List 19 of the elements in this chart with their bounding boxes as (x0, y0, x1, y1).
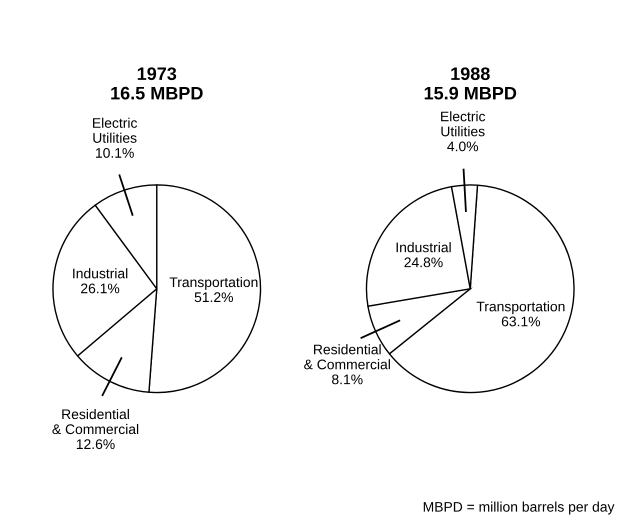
chart-title: 1988 15.9 MBPD (424, 67, 516, 100)
data-label: 8.1% (332, 374, 363, 384)
slice-label: Transportation (476, 301, 564, 314)
chart-title: 1973 16.5 MBPD (111, 67, 203, 100)
text: MBPD = million barrels per day (424, 502, 614, 514)
slice-label: Transportation (170, 276, 258, 290)
slice-label: Residential & Commercial (304, 344, 390, 370)
slice-label: Electric Utilities (93, 118, 138, 143)
data-label: 63.1% (502, 316, 540, 326)
slice-label: Residential & Commercial (52, 408, 138, 434)
data-label: 26.1% (81, 284, 120, 294)
slice-label: Industrial (396, 242, 451, 252)
slice-label: Electric Utilities (441, 111, 486, 136)
data-label: 51.2% (194, 292, 233, 302)
data-label: 24.8% (404, 257, 443, 268)
data-label: 4.0% (447, 141, 478, 152)
data-label: 10.1% (96, 148, 134, 158)
data-label: 12.6% (76, 439, 115, 450)
slice-label: Industrial (73, 268, 128, 278)
